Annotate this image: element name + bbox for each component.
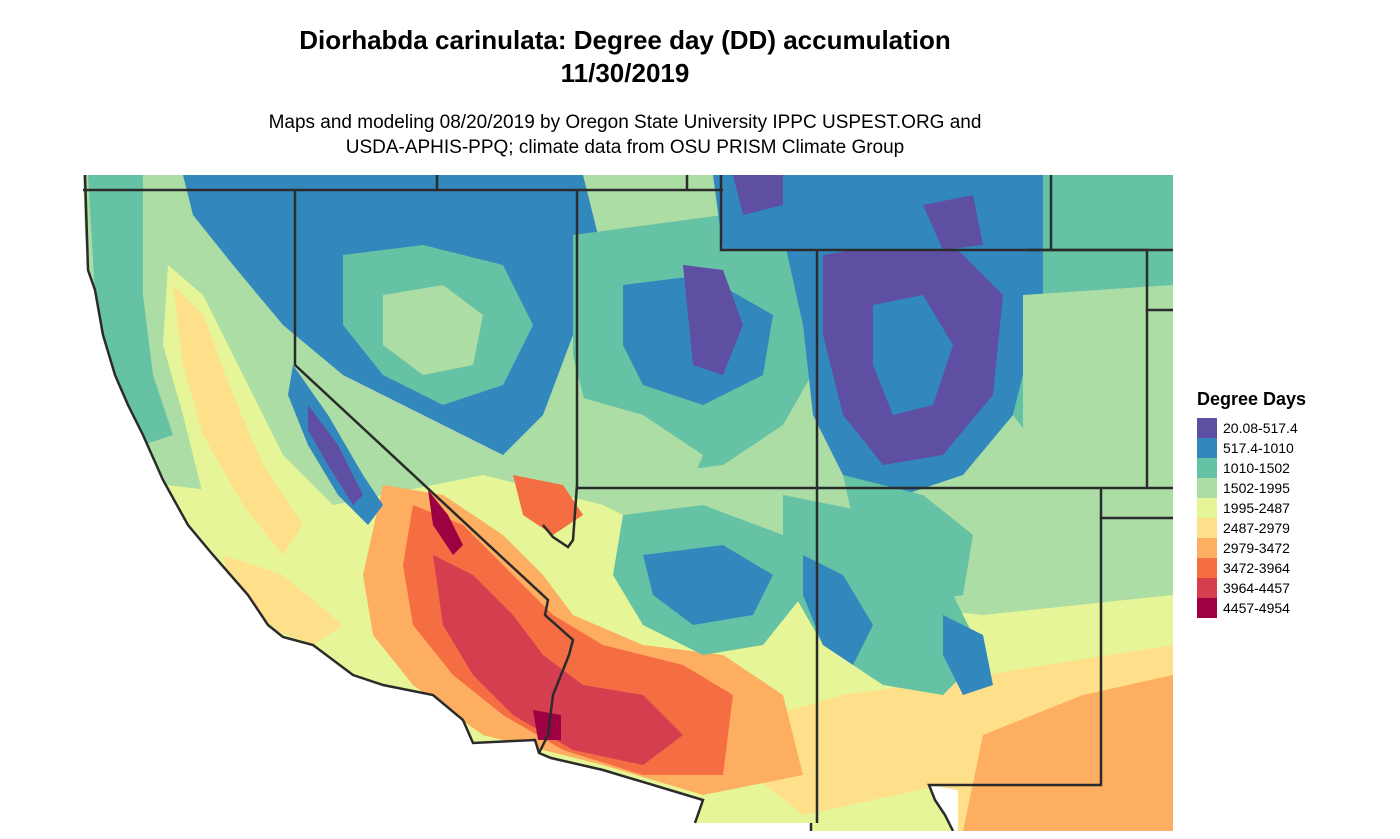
legend-swatch [1197,498,1217,518]
temperature-fill [83,175,1173,831]
map-subtitle: Maps and modeling 08/20/2019 by Oregon S… [0,110,1250,160]
legend-label: 1010-1502 [1223,460,1290,476]
legend-item: 2487-2979 [1197,518,1387,538]
degree-day-map [83,175,1173,831]
legend-item: 4457-4954 [1197,598,1387,618]
legend-item: 20.08-517.4 [1197,418,1387,438]
legend-item: 1010-1502 [1197,458,1387,478]
legend-label: 3964-4457 [1223,580,1290,596]
legend-item: 1995-2487 [1197,498,1387,518]
legend-title: Degree Days [1197,389,1307,409]
legend-item: 3472-3964 [1197,558,1387,578]
legend-swatch [1197,418,1217,438]
legend-swatch [1197,578,1217,598]
legend-label: 1995-2487 [1223,500,1290,516]
legend-swatch [1197,518,1217,538]
legend-swatch [1197,458,1217,478]
legend-items: 20.08-517.4 517.4-1010 1010-1502 1502-19… [1197,418,1387,618]
legend-item: 3964-4457 [1197,578,1387,598]
legend-label: 2979-3472 [1223,540,1290,556]
legend-swatch [1197,538,1217,558]
legend-label: 3472-3964 [1223,560,1290,576]
legend-label: 2487-2979 [1223,520,1290,536]
legend: Degree Days 20.08-517.4 517.4-1010 1010-… [1197,388,1387,618]
legend-label: 1502-1995 [1223,480,1290,496]
legend-label: 4457-4954 [1223,600,1290,616]
legend-item: 517.4-1010 [1197,438,1387,458]
map-svg [83,175,1173,831]
title-line-1: Diorhabda carinulata: Degree day (DD) ac… [299,25,951,55]
legend-swatch [1197,478,1217,498]
legend-swatch [1197,438,1217,458]
state-boundaries [83,175,1173,831]
map-title: Diorhabda carinulata: Degree day (DD) ac… [0,24,1250,90]
legend-swatch [1197,598,1217,618]
legend-label: 517.4-1010 [1223,440,1294,456]
legend-label: 20.08-517.4 [1223,420,1298,436]
subtitle-line-1: Maps and modeling 08/20/2019 by Oregon S… [268,112,982,133]
legend-item: 2979-3472 [1197,538,1387,558]
title-line-2: 11/30/2019 [560,58,690,88]
legend-swatch [1197,558,1217,578]
legend-item: 1502-1995 [1197,478,1387,498]
subtitle-line-2: USDA-APHIS-PPQ; climate data from OSU PR… [345,137,905,158]
